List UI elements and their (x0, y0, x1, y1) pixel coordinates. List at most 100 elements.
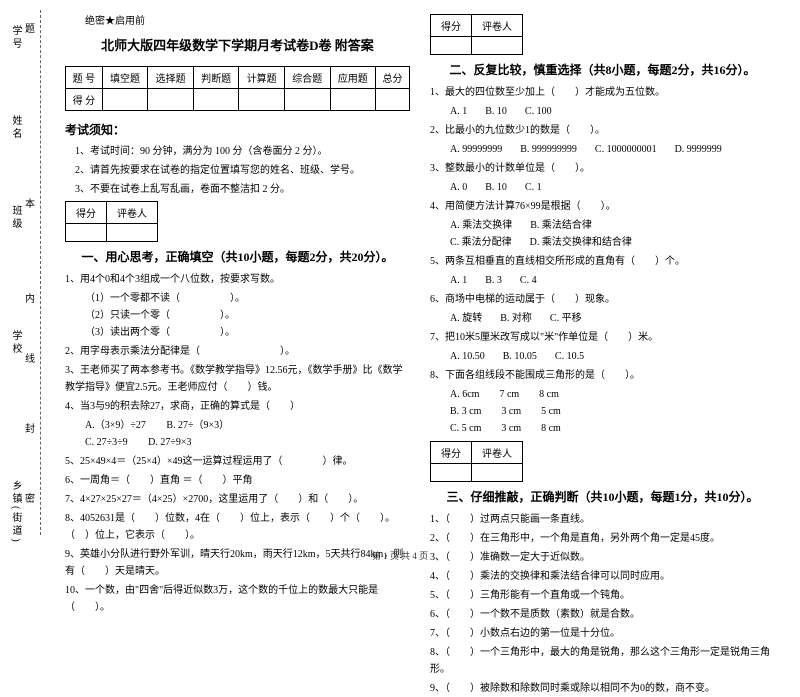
opt: A. 1 (450, 272, 467, 289)
cell (239, 89, 285, 111)
s3q1: 1、（ ）过两点只能画一条直线。 (430, 511, 775, 528)
s2q6: 6、商场中电梯的运动属于（ ）现象。 (430, 291, 775, 308)
cell (330, 89, 376, 111)
opt: C. 100 (525, 103, 552, 120)
cell (376, 89, 410, 111)
cutmark: 内 (25, 290, 35, 305)
gutter-label: 班级 (8, 205, 23, 231)
opt: D. 9999999 (675, 141, 722, 158)
exam-title: 北师大版四年级数学下学期月考试卷D卷 附答案 (65, 35, 410, 54)
opt: D. 乘法交换律和结合律 (530, 234, 632, 251)
opt: C. 10.5 (555, 348, 584, 365)
th: 判断题 (193, 67, 239, 89)
cutmark: 线 (25, 350, 35, 365)
opt: C. 5 cm 3 cm 8 cm (450, 420, 561, 437)
opt: B. 对称 (500, 310, 532, 327)
notice-item: 1、考试时间：90 分钟，满分为 100 分（含卷面分 2 分）。 (75, 144, 410, 159)
section3-title: 三、仔细推敲，正确判断（共10小题，每题1分，共10分）。 (430, 488, 775, 505)
opt: A. 6cm 7 cm 8 cm (450, 386, 559, 403)
s2q8o: A. 6cm 7 cm 8 cmB. 3 cm 3 cm 5 cmC. 5 cm… (450, 386, 775, 437)
q1c: （3）读出两个零（ ）。 (85, 324, 410, 341)
opt: A. 10.50 (450, 348, 485, 365)
opt: C. 27÷3÷9 (85, 434, 128, 451)
opt: C. 1 (525, 179, 542, 196)
mini-cell: 得分 (66, 202, 107, 224)
mini-cell (431, 464, 472, 482)
cell (148, 89, 194, 111)
notice-item: 3、不要在试卷上乱写乱画，卷面不整洁扣 2 分。 (75, 182, 410, 197)
confidential-mark: 绝密★启用前 (85, 12, 410, 27)
q5: 5、25×49×4＝（25×4）×49这一运算过程运用了（ ）律。 (65, 453, 410, 470)
cell (193, 89, 239, 111)
opt: A. 乘法交换律 (450, 217, 512, 234)
s3q4: 4、（ ）乘法的交换律和乘法结合律可以同时应用。 (430, 568, 775, 585)
s2q5o: A. 1B. 3C. 4 (450, 272, 775, 289)
dashed-line (40, 10, 41, 535)
left-column: 绝密★启用前 北师大版四年级数学下学期月考试卷D卷 附答案 题 号 填空题 选择… (55, 10, 420, 545)
gutter-label: 学校 (8, 330, 23, 356)
s3q7: 7、（ ）小数点右边的第一位是十分位。 (430, 625, 775, 642)
s2q2o: A. 99999999B. 999999999C. 1000000001D. 9… (450, 141, 775, 158)
binding-gutter: 学号 姓名 班级 学校 乡镇(街道) 题 本 内 线 封 密 (0, 0, 50, 545)
notice-item: 2、请首先按要求在试卷的指定位置填写您的姓名、班级、学号。 (75, 163, 410, 178)
s2q7o: A. 10.50 B. 10.05 C. 10.5 (450, 348, 775, 365)
cutmark: 题 (25, 20, 35, 35)
q1b: （2）只读一个零（ ）。 (85, 307, 410, 324)
s2q4o: A. 乘法交换律 B. 乘法结合律 C. 乘法分配律 D. 乘法交换律和结合律 (450, 217, 775, 251)
th: 应用题 (330, 67, 376, 89)
th: 计算题 (239, 67, 285, 89)
q7: 7、4×27×25×27＝（4×25）×2700，这里运用了（ ）和（ ）。 (65, 491, 410, 508)
opt: A. 旋转 (450, 310, 482, 327)
q4-opts: A.（3×9）÷27 B. 27÷（9×3） C. 27÷3÷9 D. 27÷9… (85, 417, 410, 451)
q6: 6、一周角＝（ ）直角 ＝（ ）平角 (65, 472, 410, 489)
q3: 3、王老师买了两本参考书。《数学教学指导》12.56元，《数学手册》比《数学教学… (65, 362, 410, 396)
opt: A. 99999999 (450, 141, 502, 158)
mini-cell (431, 37, 472, 55)
opt: B. 10 (485, 103, 507, 120)
grader-table: 得分评卷人 (430, 14, 523, 55)
s2q7: 7、把10米5厘米改写成以"米"作单位是（ ）米。 (430, 329, 775, 346)
s2q1: 1、最大的四位数至少加上（ ）才能成为五位数。 (430, 84, 775, 101)
mini-cell: 得分 (431, 15, 472, 37)
mini-cell: 评卷人 (107, 202, 158, 224)
section1-title: 一、用心思考，正确填空（共10小题，每题2分，共20分）。 (65, 248, 410, 265)
q10: 10、一个数，由"四舍"后得近似数3万，这个数的千位上的数最大只能是（ ）。 (65, 582, 410, 616)
s2q1o: A. 1 B. 10 C. 100 (450, 103, 775, 120)
opt: B. 27÷（9×3） (166, 417, 229, 434)
mini-cell (472, 464, 523, 482)
row-label: 得 分 (66, 89, 103, 111)
s2q8: 8、下面各组线段不能围成三角形的是（ ）。 (430, 367, 775, 384)
s2q3: 3、整数最小的计数单位是（ ）。 (430, 160, 775, 177)
opt: C. 1000000001 (595, 141, 657, 158)
th: 题 号 (66, 67, 103, 89)
s2q6o: A. 旋转 B. 对称 C. 平移 (450, 310, 775, 327)
opt: D. 27÷9×3 (148, 434, 191, 451)
page-footer: 第 1 页 共 4 页 (0, 549, 800, 562)
th: 总分 (376, 67, 410, 89)
q1: 1、用4个0和4个3组成一个八位数，按要求写数。 (65, 271, 410, 288)
opt: A. 1 (450, 103, 467, 120)
s3q2: 2、（ ）在三角形中，一个角是直角，另外两个角一定是45度。 (430, 530, 775, 547)
q2: 2、用字母表示乘法分配律是（ ）。 (65, 343, 410, 360)
mini-cell: 评卷人 (472, 15, 523, 37)
opt: A. 0 (450, 179, 467, 196)
score-table: 题 号 填空题 选择题 判断题 计算题 综合题 应用题 总分 得 分 (65, 66, 410, 111)
s2q3o: A. 0B. 10C. 1 (450, 179, 775, 196)
gutter-label: 学号 (8, 25, 23, 51)
opt: C. 平移 (550, 310, 582, 327)
th: 综合题 (284, 67, 330, 89)
q4: 4、当3与9的积去除27，求商，正确的算式是（ ） (65, 398, 410, 415)
s3q5: 5、（ ）三角形能有一个直角或一个钝角。 (430, 587, 775, 604)
cutmark: 封 (25, 420, 35, 435)
opt: B. 10.05 (503, 348, 537, 365)
opt: C. 乘法分配律 (450, 234, 512, 251)
cutmark: 本 (25, 195, 35, 210)
mini-cell: 得分 (431, 442, 472, 464)
notice-title: 考试须知： (65, 121, 410, 138)
opt: B. 乘法结合律 (530, 217, 592, 234)
cell (284, 89, 330, 111)
mini-cell: 评卷人 (472, 442, 523, 464)
opt: A.（3×9）÷27 (85, 417, 146, 434)
s2q4: 4、用简便方法计算76×99是根据（ ）。 (430, 198, 775, 215)
mini-cell (66, 224, 107, 242)
